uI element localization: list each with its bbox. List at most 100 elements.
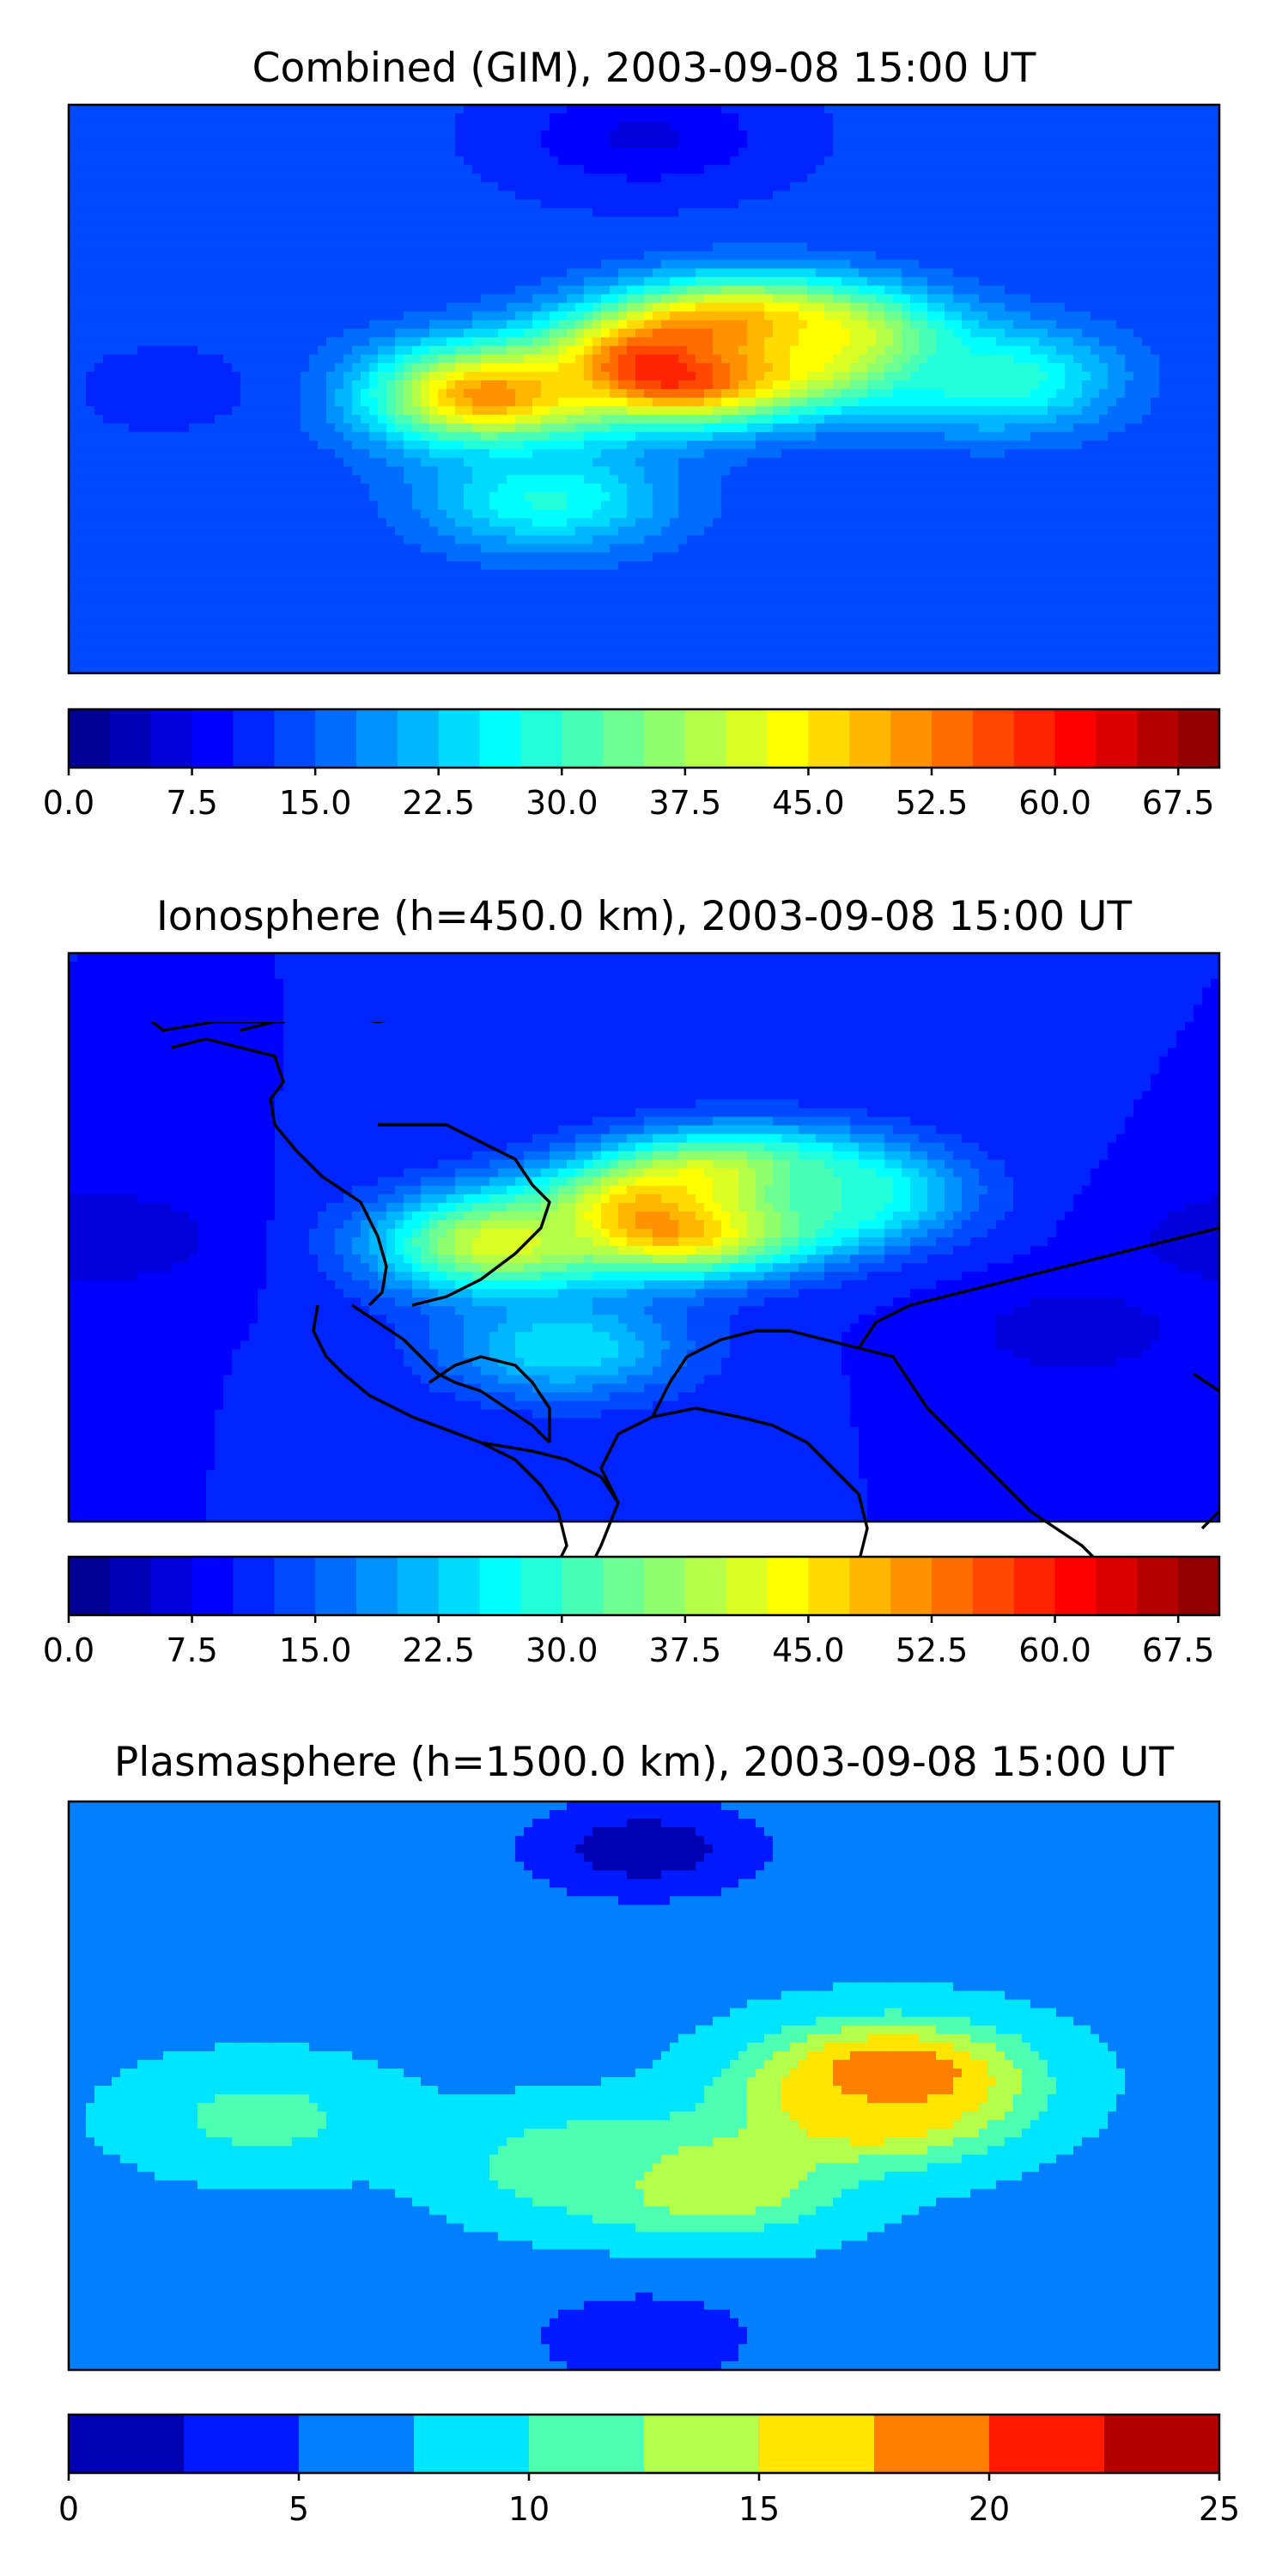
colorbar-segment [603,1557,645,1615]
colorbar-segment [890,1557,933,1615]
colorbar-segment [397,709,440,768]
colorbar-segment [932,1557,974,1615]
colorbar-segment [274,1557,316,1615]
colorbar-segment [191,1557,234,1615]
colorbar-segment [1096,1557,1138,1615]
colorbar-segment [69,2415,185,2473]
colorbar-tick-label: 52.5 [896,1631,969,1669]
colorbar: 0.0 7.5 15.0 22.5 30.0 37.5 45.0 52.5 60.0 67.5 [43,708,1221,822]
colorbar-segment [356,709,398,768]
colorbar-segment [1096,709,1138,768]
colorbar-frame [67,1555,1221,1617]
colorbar-segment [414,2415,530,2473]
colorbar-tick-label: 7.5 [166,784,217,822]
colorbar-segment [849,1557,891,1615]
colorbar-tick-label: 30.0 [526,1631,598,1669]
colorbar-tick-label: 52.5 [896,784,969,822]
colorbar-tick-label: 67.5 [1142,1631,1215,1669]
colorbar-segment [520,1557,562,1615]
colorbar-tick-label: 0 [58,2490,79,2528]
colorbar-segment [562,709,604,768]
colorbar-frame [67,2413,1221,2475]
colorbar-segment [150,709,193,768]
chart-title: Plasmasphere (h=1500.0 km), 2003-09-08 1… [114,1739,1174,1786]
colorbar-segment [1054,709,1097,768]
colorbar-segment [767,709,809,768]
colorbar: 0.0 7.5 15.0 22.5 30.0 37.5 45.0 52.5 60.0 67.5 [43,1555,1221,1669]
tec-field [69,1801,1219,2370]
colorbar-segment [299,2415,415,2473]
colorbar-segment [356,1557,398,1615]
colorbar-tick-label: 25 [1199,2490,1240,2528]
colorbar-segment [69,1557,111,1615]
colorbar-tick-label: 15.0 [279,784,352,822]
colorbar-segment [726,1557,769,1615]
colorbar-segment [932,709,974,768]
colorbar-segment [1178,709,1220,768]
colorbar-segment [808,1557,850,1615]
chart-title: Ionosphere (h=450.0 km), 2003-09-08 15:0… [156,893,1132,940]
colorbar-segment [438,1557,481,1615]
colorbar-segment [684,1557,727,1615]
colorbar-segment [150,1557,193,1615]
colorbar-segment [989,2415,1105,2473]
colorbar-tick-label: 0.0 [43,1631,94,1669]
colorbar-segment [191,709,234,768]
colorbar-frame [67,708,1221,769]
colorbar-segment [644,709,686,768]
colorbar-tick-label: 37.5 [649,1631,722,1669]
colorbar-tick-label: 0.0 [43,784,94,822]
map-frame [67,103,1221,675]
colorbar: 0 5 10 15 20 25 [58,2413,1240,2528]
colorbar-segment [808,709,850,768]
panel-3: Plasmasphere (h=1500.0 km), 2003-09-08 1… [58,1739,1240,2528]
colorbar-segment [1013,709,1056,768]
colorbar-tick-label: 5 [289,2490,309,2528]
colorbar-segment [438,709,481,768]
colorbar-tick-label: 60.0 [1018,1631,1091,1669]
colorbar-tick-label: 10 [508,2490,550,2528]
colorbar-tick-label: 20 [969,2490,1010,2528]
colorbar-segment [1137,709,1179,768]
colorbar-tick-label: 37.5 [649,784,722,822]
colorbar-tick-label: 15.0 [279,1631,352,1669]
colorbar-tick-label: 22.5 [402,1631,475,1669]
colorbar-segment [603,709,645,768]
panel-2: Ionosphere (h=450.0 km), 2003-09-08 15:0… [43,893,1221,1669]
colorbar-tick-label: 45.0 [772,1631,845,1669]
map-panels: Combined (GIM), 2003-09-08 15:00 UT 0.0 7.… [43,45,1240,2528]
colorbar-segment [972,709,1015,768]
tec-field [69,105,1219,673]
colorbar-segment [69,709,111,768]
map-frame [67,951,1221,1523]
colorbar-segment [233,1557,275,1615]
colorbar-segment [874,2415,990,2473]
colorbar-segment [479,709,521,768]
colorbar-segment [529,2415,645,2473]
colorbar-segment [972,1557,1015,1615]
colorbar-segment [315,1557,357,1615]
colorbar-segment [1104,2415,1220,2473]
colorbar-segment [644,1557,686,1615]
colorbar-segment [520,709,562,768]
colorbar-tick-label: 7.5 [166,1631,217,1669]
colorbar-tick-label: 22.5 [402,784,475,822]
colorbar-segment [233,709,275,768]
tec-field [69,953,1219,1522]
colorbar-segment [397,1557,440,1615]
chart-title: Combined (GIM), 2003-09-08 15:00 UT [252,45,1036,92]
colorbar-tick-label: 67.5 [1142,784,1215,822]
colorbar-segment [109,709,152,768]
colorbar-segment [890,709,933,768]
colorbar-segment [109,1557,152,1615]
colorbar-tick-label: 45.0 [772,784,845,822]
colorbar-segment [726,709,769,768]
colorbar-segment [644,2415,760,2473]
colorbar-tick-label: 30.0 [526,784,598,822]
colorbar-segment [684,709,727,768]
colorbar-segment [315,709,357,768]
colorbar-segment [849,709,891,768]
colorbar-segment [274,709,316,768]
colorbar-tick-label: 15 [738,2490,780,2528]
